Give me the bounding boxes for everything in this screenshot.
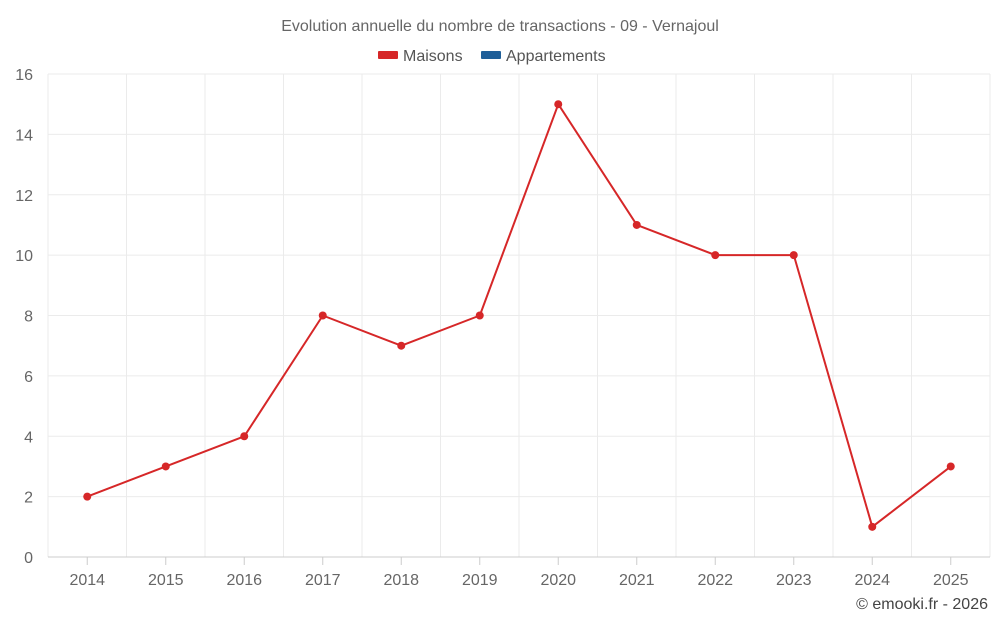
data-point[interactable] [868,522,877,531]
x-tick-label: 2015 [148,572,184,589]
grid [47,73,991,557]
legend-swatch-appartements [481,51,501,59]
data-point[interactable] [318,311,327,320]
data-point[interactable] [397,341,406,350]
x-tick-label: 2025 [933,572,969,589]
x-tick-label: 2023 [776,572,812,589]
legend-swatch-maisons [378,51,398,59]
x-tick-label: 2021 [619,572,655,589]
legend-item-appartements[interactable]: Appartements [481,48,606,65]
data-point[interactable] [711,251,720,260]
axes: 0 2 4 6 8 10 12 14 16 2014 2015 2016 2017 2018 2019 202… [15,67,990,589]
credit-label: © emooki.fr - 2026 [856,596,988,613]
y-tick-label: 2 [24,490,33,507]
x-tick-label: 2022 [697,572,733,589]
series-layer [83,100,955,531]
y-tick-label: 12 [15,188,33,205]
x-tick-label: 2018 [383,572,419,589]
x-tick-label: 2014 [69,572,105,589]
y-tick-label: 0 [24,550,33,567]
y-tick-label: 6 [24,369,33,386]
legend-item-maisons[interactable]: Maisons [378,48,463,65]
data-point[interactable] [554,100,563,109]
y-tick-label: 16 [15,67,33,84]
x-tick-label: 2019 [462,572,498,589]
data-point[interactable] [475,311,484,320]
y-tick-label: 4 [24,429,33,446]
chart-title: Evolution annuelle du nombre de transact… [281,18,719,35]
legend: Maisons Appartements [378,48,606,65]
legend-label-maisons: Maisons [403,48,463,65]
x-tick-label: 2020 [540,572,576,589]
data-point[interactable] [240,432,249,441]
legend-label-appartements: Appartements [506,48,606,65]
y-tick-label: 10 [15,248,33,265]
series-line-maisons [86,103,952,528]
data-point[interactable] [632,220,641,229]
data-point[interactable] [946,462,955,471]
y-tick-label: 14 [15,127,33,144]
data-point[interactable] [83,492,92,501]
y-tick-label: 8 [24,309,33,326]
x-tick-label: 2024 [854,572,890,589]
x-tick-label: 2017 [305,572,341,589]
x-tick-label: 2016 [226,572,262,589]
data-point[interactable] [789,251,798,260]
data-point[interactable] [161,462,170,471]
